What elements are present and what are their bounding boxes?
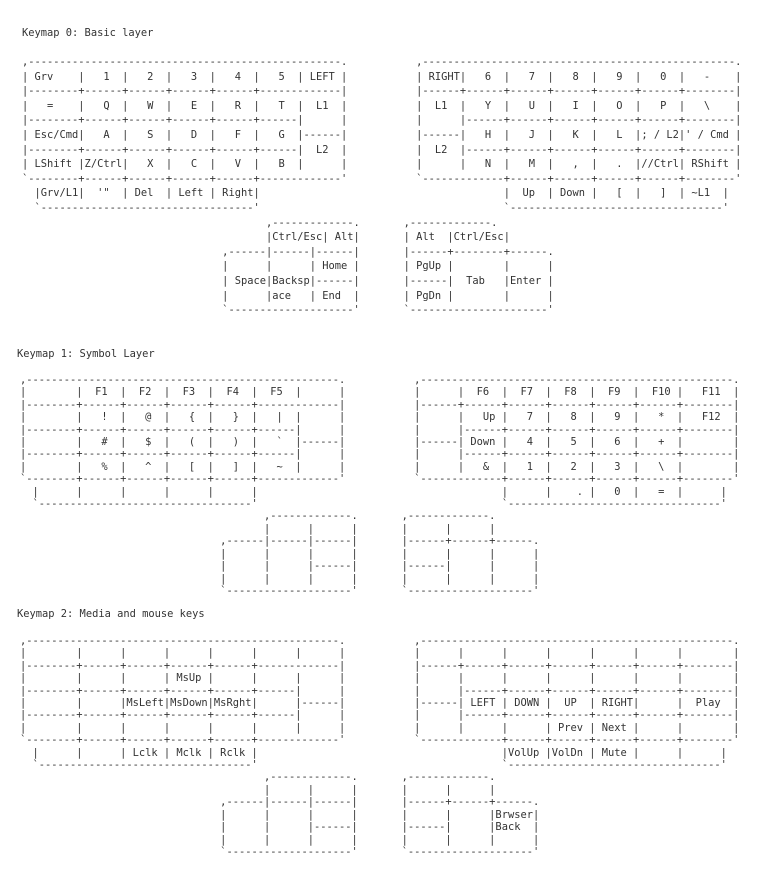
keymap-line: |--------+------+------+------+------+--…: [22, 114, 742, 127]
keymap-line: | | % | ^ | [ | ] | ~ | | | | & | 1 | 2 …: [20, 460, 740, 473]
keymap-line: | | | | | | | |: [20, 572, 540, 585]
keymap-line: `----------------------------------' `--…: [20, 498, 727, 511]
keymap-line: | | | | | | | | | | | | Prev | Next | | …: [20, 721, 740, 734]
keymap-line: | | | | | | | | . | 0 | = | |: [20, 485, 727, 498]
keymap-line: |--------+------+------+------+------+--…: [20, 709, 740, 722]
keymap-line: | |ace | End | | PgDn | | |: [22, 289, 554, 302]
keymap-line: ,------|------|------| |------+--------+…: [22, 245, 554, 258]
keymap-line: `--------+------+------+------+------+--…: [20, 734, 740, 747]
keymap-1-title: Keymap 1: Symbol Layer: [17, 348, 155, 360]
keymap-line: ,-------------. ,-------------.: [22, 216, 498, 229]
keymap-line: | | # | $ | ( | ) | ` |------| |------| …: [20, 436, 740, 449]
keymap-line: | | | | | | |Brwser|: [20, 808, 540, 821]
keymap-line: `--------+------+------+------+------+--…: [22, 172, 742, 185]
keymap-1-diagram: ,---------------------------------------…: [20, 374, 739, 597]
keymap-line: `----------------------------------' `--…: [22, 201, 729, 214]
keymap-line: | | | | MsUp | | | | | | | | | | | |: [20, 672, 740, 685]
keymap-line: `--------------------' `----------------…: [20, 845, 540, 858]
keymap-line: | | | Lclk | Mclk | Rclk | |VolUp |VolDn…: [20, 746, 727, 759]
keymap-line: | | F1 | F2 | F3 | F4 | F5 | | | | F6 | …: [20, 386, 740, 399]
keymap-line: |--------+------+------+------+------+--…: [20, 684, 740, 697]
keymap-line: ,-------------. ,-------------.: [20, 510, 496, 523]
keymap-line: | | | | | | | |: [20, 833, 540, 846]
keymap-line: |--------+------+------+------+------+--…: [20, 659, 740, 672]
keymap-line: |--------+------+------+------+------+--…: [20, 423, 740, 436]
keymap-0-title: Keymap 0: Basic layer: [22, 27, 154, 39]
keymap-line: ,------|------|------| |------+------+--…: [20, 535, 540, 548]
keymap-line: | = | Q | W | E | R | T | L1 | | L1 | Y …: [22, 99, 742, 112]
keymap-2-title: Keymap 2: Media and mouse keys: [17, 608, 205, 620]
keymap-line: | | |MsLeft|MsDown|MsRght| |------| |---…: [20, 697, 740, 710]
keymap-line: `--------+------+------+------+------+--…: [20, 473, 740, 486]
keymap-line: |--------+------+------+------+------+--…: [20, 448, 740, 461]
keymap-line: | | ! | @ | { | } | | | | | | Up | 7 | 8…: [20, 411, 740, 424]
keymap-line: | | | | | |: [20, 522, 496, 535]
keymap-line: ,---------------------------------------…: [20, 374, 740, 386]
keymap-line: ,-------------. ,-------------.: [20, 771, 496, 784]
keymap-2-diagram: ,---------------------------------------…: [20, 635, 739, 858]
keymap-line: |Ctrl/Esc| Alt| | Alt |Ctrl/Esc|: [22, 231, 510, 244]
keymap-line: |--------+------+------+------+------+--…: [22, 143, 742, 156]
keymap-line: | LShift |Z/Ctrl| X | C | V | B | | | | …: [22, 158, 742, 171]
keymap-line: ,---------------------------------------…: [20, 635, 740, 647]
keymap-line: `--------------------' `----------------…: [22, 304, 554, 317]
keymap-line: |Grv/L1| '" | Del | Left | Right| | Up |…: [22, 187, 729, 200]
keymap-line: | Esc/Cmd| A | S | D | F | G |------| |-…: [22, 128, 742, 141]
keymap-line: | | | | | |: [20, 783, 496, 796]
keymap-line: |--------+------+------+------+------+--…: [20, 398, 740, 411]
keymap-line: | | | Home | | PgUp | | |: [22, 260, 554, 273]
keymap-line: | Grv | 1 | 2 | 3 | 4 | 5 | LEFT | | RIG…: [22, 70, 742, 83]
keymap-line: |--------+------+------+------+------+--…: [22, 85, 742, 98]
keymap-line: | | | | | | | |: [20, 547, 540, 560]
keymap-line: | Space|Backsp|------| |------| Tab |Ent…: [22, 274, 554, 287]
keymap-line: | | |------| |------| |Back |: [20, 821, 540, 834]
keymap-line: `--------------------' `----------------…: [20, 584, 540, 597]
keymap-line: | | | | | | | | | | | | | | | |: [20, 647, 740, 660]
keymap-line: ,------|------|------| |------+------+--…: [20, 796, 540, 809]
keymap-line: | | |------| |------| | |: [20, 560, 540, 573]
keymap-0-diagram: ,---------------------------------------…: [22, 55, 741, 318]
keymap-line: `----------------------------------' `--…: [20, 759, 727, 772]
keymap-line: ,---------------------------------------…: [22, 56, 742, 68]
